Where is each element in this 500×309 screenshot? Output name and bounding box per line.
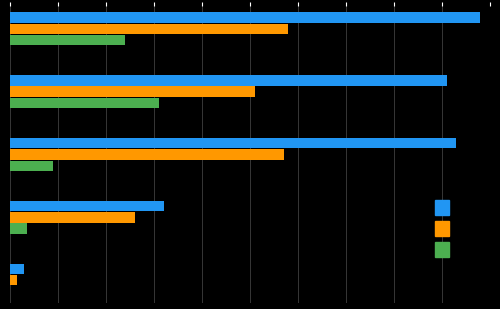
Bar: [10, 98, 159, 108]
Bar: [10, 35, 125, 45]
FancyBboxPatch shape: [435, 221, 449, 236]
Bar: [10, 161, 53, 171]
Bar: [10, 149, 283, 160]
FancyBboxPatch shape: [435, 242, 449, 257]
FancyBboxPatch shape: [435, 201, 449, 215]
Bar: [10, 223, 28, 234]
Bar: [10, 275, 16, 286]
Bar: [10, 212, 135, 222]
Bar: [10, 75, 447, 86]
Bar: [10, 138, 456, 148]
Bar: [10, 87, 255, 97]
Bar: [10, 23, 288, 34]
Bar: [10, 12, 480, 23]
Bar: [10, 264, 24, 274]
Bar: [10, 201, 164, 211]
